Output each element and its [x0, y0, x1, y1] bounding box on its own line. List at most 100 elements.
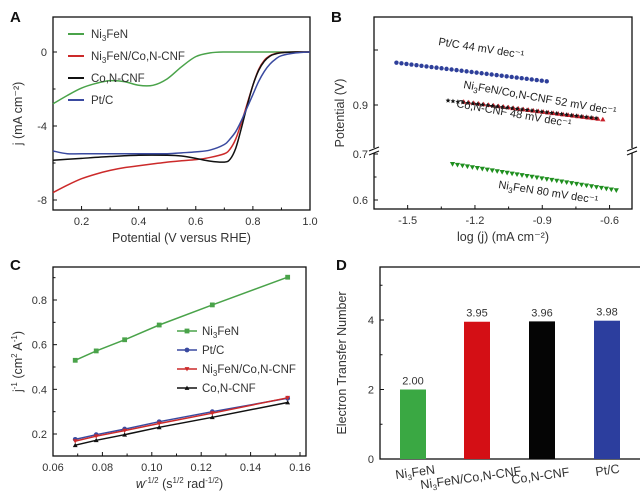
legend-marker: [184, 347, 190, 353]
panel-c-frame: [52, 266, 307, 457]
data-point: [489, 168, 495, 174]
axis-break-mark: [626, 150, 638, 156]
panel-b-plot: -1.5 -1.2 -0.9 -0.6 0.6 0.7 0.9 log (j) (mA cm⁻…: [333, 16, 638, 244]
series-ni3fen: [449, 162, 619, 193]
data-point: [459, 68, 464, 73]
category-label: Pt/C: [594, 462, 620, 479]
data-point: [559, 179, 565, 185]
data-point: [429, 64, 434, 70]
data-point: [285, 274, 291, 280]
y-tick-label: -8: [37, 195, 47, 207]
y-axis-label: j (mA cm⁻²): [11, 82, 25, 147]
data-point: [549, 177, 555, 183]
axis-break-mark: [368, 150, 380, 156]
panel-a-letter: A: [10, 9, 21, 26]
x-tick-label: 0.08: [92, 462, 113, 474]
series-line-co-n-cnf: [52, 51, 311, 163]
data-point: [464, 164, 471, 170]
panel-b: B -1.5 -1.2 -0.9 -0.6 0.6 0.7 0.9 log (j) (mA c…: [331, 9, 638, 244]
data-point: [93, 437, 99, 443]
data-point: [509, 74, 514, 80]
data-point: [459, 163, 466, 169]
data-point: [544, 79, 549, 84]
series-co-n-cnf: [72, 400, 291, 448]
data-point: [93, 434, 99, 439]
bar-value-label: 3.95: [466, 308, 487, 320]
data-point: [484, 71, 489, 77]
data-point: [578, 113, 584, 119]
data-point: [534, 108, 540, 114]
legend-label: Ni3FeN/Co,N-CNF: [91, 51, 185, 65]
data-point: [479, 166, 485, 172]
data-point: [519, 106, 525, 112]
legend-label: Pt/C: [202, 345, 224, 357]
y-tick-label: 2: [368, 385, 374, 397]
data-point: [414, 62, 419, 68]
data-point: [404, 61, 409, 67]
x-tick-label: -1.5: [398, 215, 417, 227]
x-axis-label: log (j) (mA cm⁻²): [457, 230, 549, 244]
slope-annotation: Pt/C 44 mV dec⁻¹: [438, 36, 526, 61]
data-point: [72, 442, 78, 448]
data-point: [573, 113, 579, 118]
x-tick-label: 0.8: [245, 216, 260, 228]
data-point: [519, 76, 524, 81]
data-point: [514, 106, 520, 111]
data-point: [475, 101, 481, 107]
data-point: [465, 100, 471, 106]
data-point: [122, 337, 128, 343]
legend-label: Co,N-CNF: [202, 383, 256, 395]
data-point: [603, 186, 609, 192]
data-point: [569, 181, 575, 186]
y-tick-label: 0.2: [32, 429, 47, 441]
y-tick-label: 0.7: [353, 149, 368, 161]
data-point: [484, 167, 490, 173]
data-point: [583, 183, 590, 189]
data-point: [72, 357, 78, 363]
legend-label: Ni3FeN/Co,N-CNF: [202, 364, 296, 378]
data-point: [588, 184, 595, 189]
series-pt-c: [394, 60, 549, 84]
data-point: [504, 74, 509, 79]
data-point: [460, 99, 466, 105]
panel-a-plot: 0.2 0.4 0.6 0.8 1.0 0 -4 -8 Potential (V versus …: [11, 16, 318, 245]
data-point: [499, 104, 505, 110]
data-point: [524, 173, 530, 179]
series-line: [75, 397, 288, 441]
data-point: [469, 69, 474, 75]
data-point: [494, 72, 499, 78]
data-point: [480, 102, 486, 107]
x-tick-label: 0.4: [131, 216, 146, 228]
x-tick-label: 0.6: [188, 216, 203, 228]
series-co-n-cnf: [445, 98, 599, 121]
data-point: [524, 107, 530, 113]
y-tick-label: 0.6: [353, 195, 368, 207]
data-point: [600, 116, 606, 122]
data-point: [156, 424, 162, 430]
data-point: [539, 176, 545, 182]
data-point: [209, 411, 215, 416]
series-line: [75, 397, 288, 442]
data-point: [464, 69, 469, 74]
bar-2: [464, 321, 490, 459]
panel-c: C 0.06 0.08 0.10 0.12 0.14 0.16 0.2 0.4 0.6 0.8 w-…: [10, 257, 311, 491]
bar-value-label: 2.00: [402, 376, 423, 388]
y-tick-label: 0: [41, 47, 47, 59]
data-point: [285, 400, 291, 405]
legend-label: Co,N-CNF: [91, 73, 145, 85]
x-tick-label: 0.10: [141, 462, 162, 474]
data-point: [489, 103, 495, 108]
bar-value-label: 3.98: [596, 307, 617, 319]
data-point: [549, 110, 555, 116]
data-point: [608, 187, 614, 193]
series-line: [75, 401, 288, 446]
data-point: [583, 114, 589, 120]
data-point: [93, 348, 99, 354]
data-point: [122, 428, 128, 434]
data-point: [209, 302, 215, 308]
data-point: [524, 76, 529, 82]
data-point: [534, 175, 540, 181]
x-axis-label: Potential (V versus RHE): [112, 231, 251, 245]
data-point: [494, 169, 500, 174]
